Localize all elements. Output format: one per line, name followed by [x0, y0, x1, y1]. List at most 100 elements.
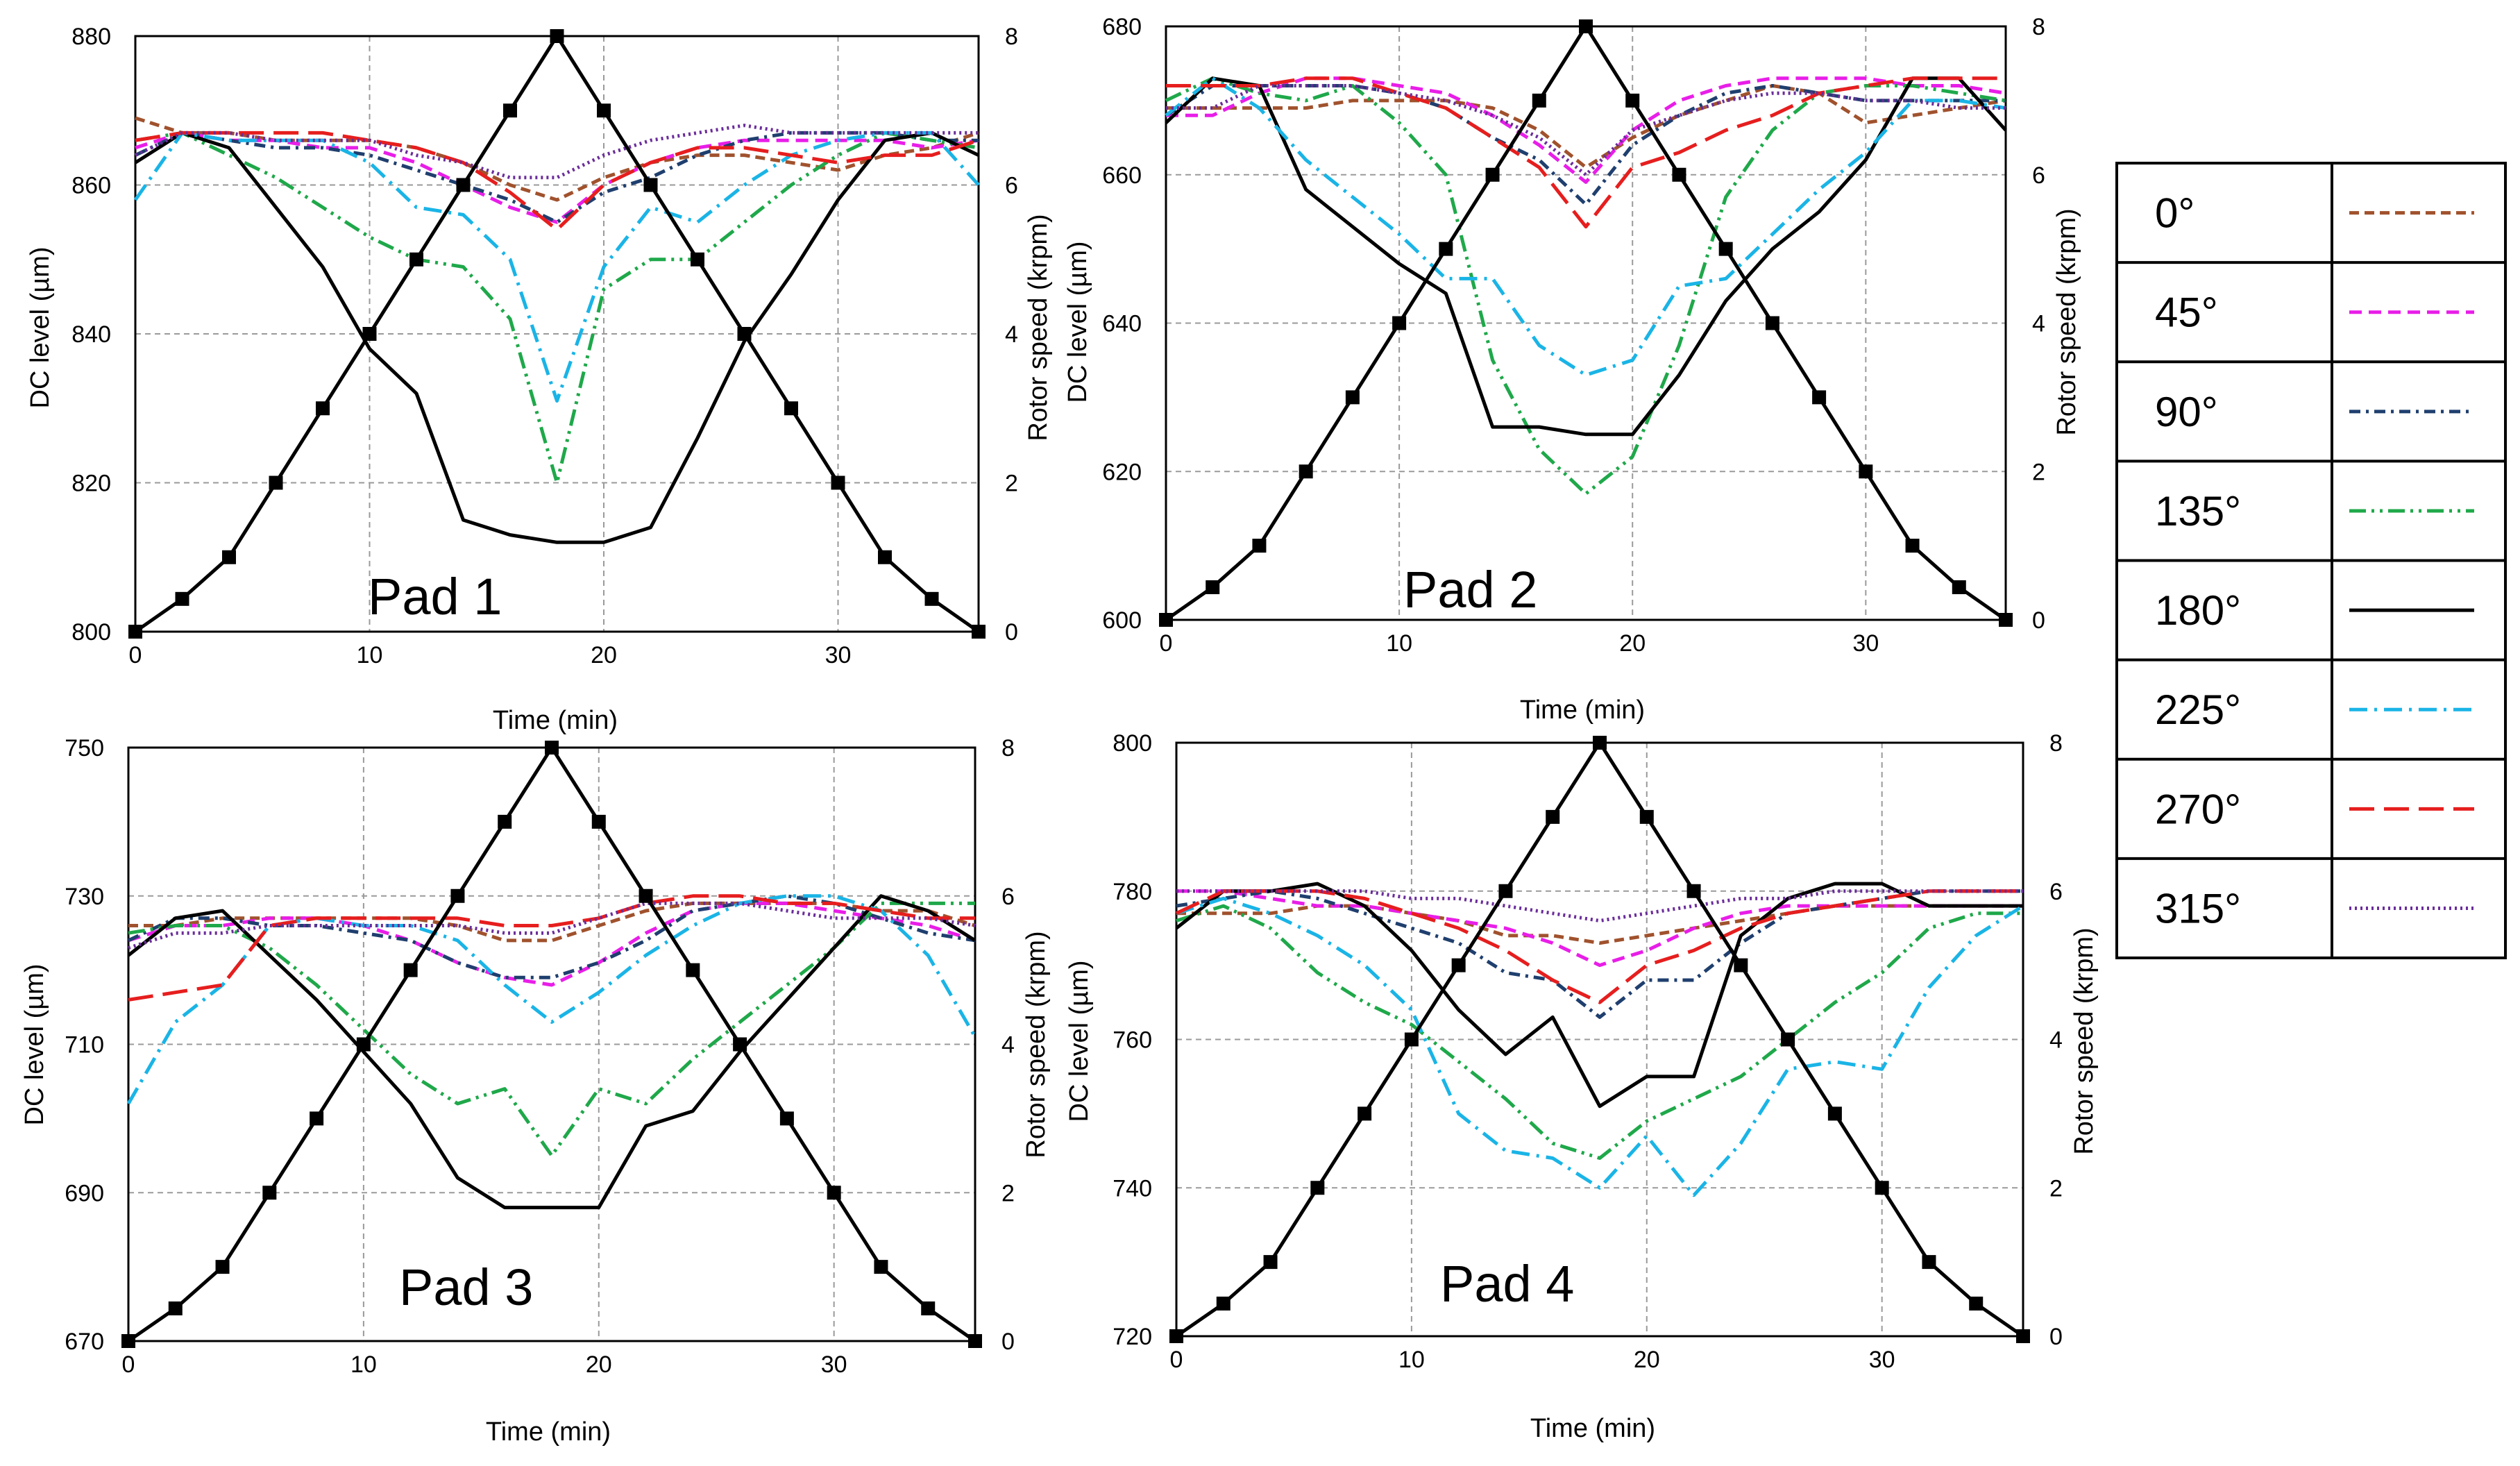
pad-4-rotor-speed-marker	[1922, 1255, 1936, 1270]
legend-label-deg-135: 135°	[2155, 488, 2241, 534]
legend-label-deg-180: 180°	[2155, 587, 2241, 634]
panel-pad-1-y2label: Rotor speed (krpm)	[1024, 214, 1053, 441]
pad-4-rotor-speed-marker	[1451, 958, 1466, 972]
pad-3-ytick-label: 730	[65, 884, 104, 910]
pad-4-y2tick-label: 6	[2049, 879, 2063, 905]
pad-2-series-deg-315	[1166, 84, 2006, 177]
pad-4-ytick-label: 800	[1113, 730, 1152, 757]
pad-1-ytick-label: 800	[71, 619, 111, 646]
pad-3-y2tick-label: 0	[1001, 1329, 1015, 1355]
panel-pad-3-ylabel: DC level (µm)	[20, 963, 49, 1125]
panel-pad-1: 0 10 20 30 800 820 840 860 880 0 2 4 6 8 Pad 1 Time (…	[26, 24, 1053, 735]
panel-pad-4-plot: 0 10 20 30 720 740 760 780 800 0 2 4 6 8	[1113, 730, 2063, 1373]
pad-3-xtick-label: 20	[586, 1351, 612, 1378]
pad-3-rotor-speed-marker	[168, 1301, 183, 1315]
pad-2-series-deg-45	[1166, 76, 2006, 184]
pad-3-rotor-speed-marker	[403, 963, 418, 977]
pad-2-rotor-speed-marker	[1812, 390, 1827, 405]
pad-1-series-deg-315	[134, 124, 979, 180]
pad-2-series-deg-225	[1165, 76, 2006, 377]
pad-2-series-deg-135	[1165, 76, 2006, 496]
pad-3-rotor-speed-marker	[827, 1186, 841, 1200]
pad-3-rotor-speed-marker	[450, 888, 465, 903]
pad-3-rotor-speed-marker	[779, 1111, 794, 1126]
pad-2-rotor-speed-marker	[1532, 93, 1546, 108]
pad-1-rotor-speed-marker	[831, 475, 845, 490]
pad-1-xtick-label: 10	[357, 642, 383, 668]
pad-1-y2tick-label: 4	[1005, 321, 1018, 348]
pad-4-y2tick-label: 0	[2049, 1324, 2063, 1350]
pad-2-series-deg-270	[1166, 76, 2006, 229]
pad-4-series-deg-180	[1175, 882, 2023, 1109]
pad-4-rotor-speed-marker	[1781, 1032, 1795, 1047]
pad-4-rotor-speed-marker	[1969, 1296, 1984, 1311]
pad-1-rotor-speed-marker	[550, 29, 564, 43]
pad-2-rotor-speed-marker	[1299, 464, 1313, 479]
pad-1-rotor-speed-marker	[269, 475, 283, 490]
pad-4-rotor-speed-marker	[1358, 1106, 1372, 1121]
pad-4-rotor-speed-marker	[1216, 1296, 1231, 1311]
pad-1-rotor-speed-marker	[597, 103, 611, 118]
pad-4-series-deg-90	[1176, 889, 2023, 1019]
pad-2-xtick-label: 30	[1852, 630, 1879, 657]
pad-3-rotor-speed-marker	[874, 1260, 888, 1274]
pad-4-ytick-label: 720	[1113, 1324, 1152, 1350]
pad-2-series-deg-0	[1166, 84, 2006, 169]
pad-4-rotor-speed-marker	[1686, 884, 1701, 898]
pad-2-xtick-label: 0	[1160, 630, 1173, 657]
pad-1-rotor-speed-marker	[924, 591, 939, 606]
pad-3-xtick-label: 10	[350, 1351, 377, 1378]
pad-4-series-deg-225	[1176, 896, 2024, 1197]
pad-3-rotor-speed-marker	[921, 1301, 936, 1315]
pad-4-rotor-speed-marker	[1498, 884, 1513, 898]
panel-pad-3-y2label: Rotor speed (krpm)	[1022, 931, 1051, 1158]
pad-4-rotor-speed-marker	[1310, 1181, 1325, 1195]
pad-1-rotor-speed-marker	[691, 252, 704, 267]
pad-1-rotor-speed-marker	[503, 103, 517, 118]
pad-4-rotor-speed-marker	[1875, 1181, 1889, 1195]
pad-2-y2tick-label: 6	[2032, 162, 2045, 189]
legend-label-deg-270: 270°	[2155, 786, 2241, 832]
pad-4-rotor-speed-marker	[1404, 1032, 1419, 1047]
pad-3-ytick-label: 750	[65, 735, 104, 761]
pad-3-series-deg-225	[126, 894, 977, 1105]
pad-2-series-deg-180	[1165, 76, 2007, 437]
pad-2-xtick-label: 10	[1386, 630, 1412, 657]
panel-pad-1-xlabel: Time (min)	[493, 706, 618, 735]
pad-1-rotor-speed-marker	[362, 327, 377, 341]
pad-3-rotor-speed-marker	[968, 1334, 982, 1348]
pad-3-rotor-speed-marker	[591, 814, 606, 829]
pad-2-rotor-speed-marker	[1206, 580, 1220, 594]
pad-2-ytick-label: 640	[1102, 311, 1142, 337]
panel-pad-4-label: Pad 4	[1440, 1255, 1574, 1313]
pad-3-rotor-speed-marker	[310, 1111, 324, 1126]
pad-3-y2tick-label: 6	[1001, 884, 1015, 910]
panel-pad-1-ylabel: DC level (µm)	[26, 246, 55, 408]
pad-4-rotor-speed-marker	[1263, 1255, 1278, 1270]
pad-4-rotor-speed-marker	[1546, 809, 1560, 824]
pad-2-rotor-speed-marker	[1718, 242, 1733, 256]
pad-3-y2tick-label: 2	[1001, 1180, 1015, 1206]
pad-2-rotor-speed-marker	[1345, 390, 1360, 405]
pad-3-y2tick-label: 4	[1001, 1032, 1015, 1059]
pad-3-rotor-speed-marker	[215, 1260, 230, 1274]
panel-pad-4-y2label: Rotor speed (krpm)	[2070, 927, 2099, 1154]
pad-1-series-deg-90	[134, 130, 979, 224]
panel-pad-3-label: Pad 3	[399, 1258, 533, 1316]
legend-label-deg-225: 225°	[2155, 686, 2241, 733]
pad-4-ytick-label: 760	[1113, 1027, 1152, 1054]
pad-1-y2tick-label: 8	[1005, 24, 1018, 50]
pad-2-rotor-speed-marker	[1392, 316, 1407, 330]
pad-2-rotor-speed-marker	[1579, 19, 1593, 33]
pad-4-rotor-speed-marker	[1639, 809, 1654, 824]
panel-pad-1-label: Pad 1	[368, 568, 502, 625]
pad-4-xtick-label: 10	[1398, 1347, 1425, 1373]
pad-2-xtick-label: 20	[1619, 630, 1646, 657]
legend-label-deg-45: 45°	[2155, 289, 2218, 336]
legend-rows: 0° 45° 90° 135° 180° 225° 270° 315°	[2117, 190, 2505, 932]
pad-3-y2tick-label: 8	[1001, 735, 1015, 761]
pad-4-xtick-label: 30	[1869, 1347, 1895, 1373]
pad-1-y2tick-label: 0	[1005, 619, 1018, 646]
pad-1-xtick-label: 0	[129, 642, 142, 668]
pad-3-xtick-label: 0	[122, 1351, 135, 1378]
